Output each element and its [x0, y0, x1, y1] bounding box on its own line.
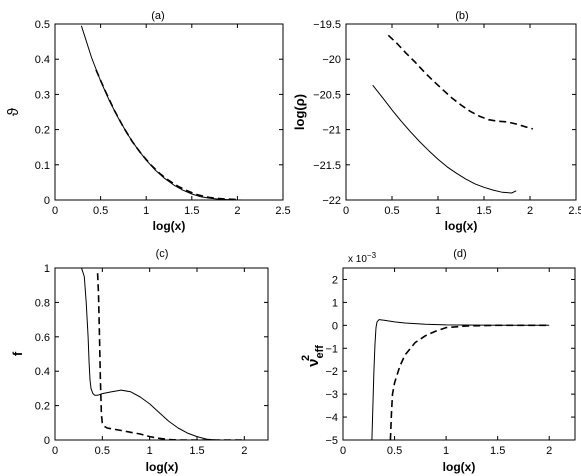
panel-c-xtick-label: 0.5	[95, 445, 110, 457]
panel-c-ytick-label: 0.2	[35, 401, 50, 413]
panel-b-ytick-label: −21	[322, 125, 341, 137]
panel-a-title: (a)	[151, 10, 164, 22]
panel-d-ytick-label: −1	[325, 343, 338, 355]
panel-c-xtick-label: 1	[147, 445, 153, 457]
panel-c-ytick-label: 0.8	[35, 297, 50, 309]
panel-d-marks: 0 0.5 1 1.5 2 −5 −4 −3 −2 −1 0 1 2	[325, 268, 575, 457]
panel-d-multiplier-base: x 10	[348, 254, 367, 265]
panel-b-xtick-label: 2	[527, 205, 533, 217]
panel-c-series-solid-line	[81, 268, 245, 440]
panel-b-ytick-label: −20	[322, 54, 341, 66]
panel-a-ytick-label: 0.5	[35, 19, 50, 31]
panel-c-ytick-label: 0.6	[35, 332, 50, 344]
panel-d-axes	[342, 267, 576, 441]
panel-b-xtick-label: 1.5	[476, 205, 491, 217]
panel-b-series-solid-line	[372, 84, 517, 194]
panel-b-ytick-label: −21.5	[313, 160, 341, 172]
panel-d-title: (d)	[453, 248, 466, 260]
panel-b-title: (b)	[455, 10, 468, 22]
panel-d-ytick-label: −2	[325, 366, 338, 378]
panel-c-xtick-label: 0	[52, 445, 58, 457]
panel-a-xtick-label: 2.5	[275, 205, 290, 217]
panel-a: (a) 0 0.5 1 1.5 2 2.500.10.20.30.40.5 log(x) …	[5, 10, 291, 233]
svg-text:νeff: νeff	[305, 345, 326, 367]
panel-d-ytick-label: −4	[325, 412, 338, 424]
panel-d-series-dashed-line	[389, 324, 550, 440]
panel-a-xtick-label: 1	[143, 205, 149, 217]
panel-a-axes	[54, 23, 284, 201]
panel-a-xlabel: log(x)	[153, 219, 186, 233]
panel-d-ylabel: νeff 2	[300, 345, 326, 367]
panel-b-xlabel: log(x)	[445, 219, 478, 233]
panel-a-xtick-label: 1.5	[184, 205, 199, 217]
panel-a-marks: 0 0.5 1 1.5 2 2.5 0 0.1 0.2 0.3 0.4 0.5	[35, 19, 291, 217]
panel-c-xtick-label: 1.5	[189, 445, 204, 457]
panel-d-ylabel-sup: 2	[300, 355, 312, 361]
panel-a-series-dashed-line	[95, 69, 241, 200]
panel-d-xtick-label: 0	[340, 445, 346, 457]
panel-a-ytick-label: 0.3	[35, 89, 50, 101]
panel-b-marks: 0 0.5 1 1.5 2 2.5 −22 −21.5 −21 −20.5 −20 −19.5	[313, 19, 581, 217]
panel-b-series-dashed-line	[387, 34, 534, 130]
panel-b-ytick-label: −22	[322, 195, 341, 207]
panel-a-ytick-label: 0.4	[35, 54, 50, 66]
panel-b-ytick-label: −20.5	[313, 89, 341, 101]
panel-b-axes	[345, 23, 577, 201]
panel-a-ylabel: ϑ	[5, 107, 22, 116]
panel-c-ytick-label: 1	[44, 263, 50, 275]
panel-c-xtick-label: 2	[241, 445, 247, 457]
panel-a-ytick-label: 0.1	[35, 160, 50, 172]
panel-b-xtick-label: 1	[435, 205, 441, 217]
panel-b-xtick-label: 2.5	[568, 205, 581, 217]
panel-d-ytick-label: 2	[332, 274, 338, 286]
panel-c-ytick-label: 0	[44, 435, 50, 447]
panel-b-ytick-label: −19.5	[313, 19, 341, 31]
panel-d-xlabel: log(x)	[443, 460, 476, 474]
panel-b: (b) 0 0.5 1 1.5 2 2.5 −22 −21.5 −21 −20.5 −20 −19.5…	[292, 10, 581, 233]
panel-d-xtick-label: 1.5	[490, 445, 505, 457]
panel-c-ytick-label: 0.4	[35, 366, 50, 378]
panel-b-xtick-label: 0.5	[384, 205, 399, 217]
panel-d-series-solid-line	[371, 319, 550, 440]
panel-c-title: (c)	[156, 248, 169, 260]
panel-c-xlabel: log(x)	[146, 460, 179, 474]
panel-c-series-dashed-line	[96, 273, 245, 440]
panel-b-ylabel: log(ρ)	[292, 94, 307, 130]
panel-c-ylabel: f	[10, 351, 25, 356]
panel-a-xtick-label: 0.5	[93, 205, 108, 217]
panel-d-ytick-label: 0	[332, 320, 338, 332]
panel-a-ytick-label: 0.2	[35, 125, 50, 137]
panel-c-axes	[54, 267, 269, 441]
panel-a-ytick-label: 0	[44, 195, 50, 207]
panel-d-ylabel-main: ν	[305, 359, 322, 367]
panel-d-xtick-label: 1	[443, 445, 449, 457]
panel-d-xtick-label: 2	[546, 445, 552, 457]
panel-d-ytick-label: −5	[325, 435, 338, 447]
panel-d-ytick-label: −3	[325, 389, 338, 401]
panel-c-marks: 0 0.5 1 1.5 2 0 0.2 0.4 0.6 0.8 1	[35, 263, 268, 457]
panel-c: (c) 0 0.5 1 1.5 2 0 0.2 0.4 0.6 0.8 1 log(x) f	[10, 248, 269, 474]
panel-d-ytick-label: 1	[332, 297, 338, 309]
panel-d-multiplier: x 10−3	[348, 251, 377, 265]
panel-b-xtick-label: 0	[343, 205, 349, 217]
panel-a-xtick-label: 0	[52, 205, 58, 217]
panel-a-xtick-label: 2	[234, 205, 240, 217]
panel-d-multiplier-exp: −3	[367, 251, 377, 260]
panel-d-xtick-label: 0.5	[387, 445, 402, 457]
panel-d-ylabel-sub: eff	[314, 345, 326, 359]
